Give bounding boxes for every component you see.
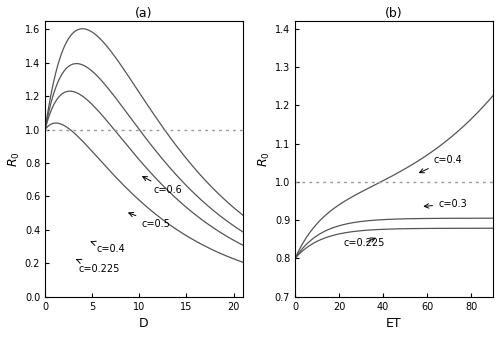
Text: c=0.4: c=0.4: [91, 241, 126, 253]
Title: (a): (a): [136, 7, 153, 20]
Text: c=0.5: c=0.5: [129, 212, 170, 228]
Text: c=0.3: c=0.3: [424, 199, 467, 209]
X-axis label: ET: ET: [386, 317, 402, 330]
Text: c=0.225: c=0.225: [344, 238, 385, 248]
Text: c=0.6: c=0.6: [142, 177, 182, 195]
Text: c=0.4: c=0.4: [420, 155, 463, 173]
X-axis label: D: D: [139, 317, 149, 330]
Title: (b): (b): [385, 7, 403, 20]
Y-axis label: $R_0$: $R_0$: [7, 151, 22, 167]
Text: c=0.225: c=0.225: [76, 259, 120, 274]
Y-axis label: $R_0$: $R_0$: [257, 151, 272, 167]
